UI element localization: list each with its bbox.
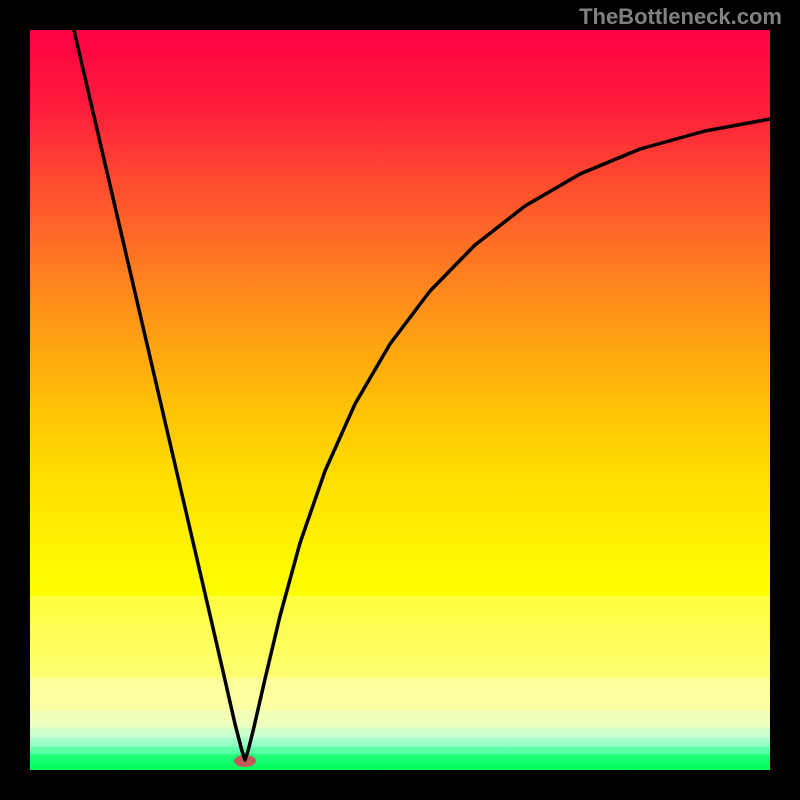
plot-svg xyxy=(30,30,770,770)
gradient-background xyxy=(30,30,770,770)
chart-container: TheBottleneck.com xyxy=(0,0,800,800)
watermark-text: TheBottleneck.com xyxy=(579,4,782,30)
plot-area xyxy=(30,30,770,770)
